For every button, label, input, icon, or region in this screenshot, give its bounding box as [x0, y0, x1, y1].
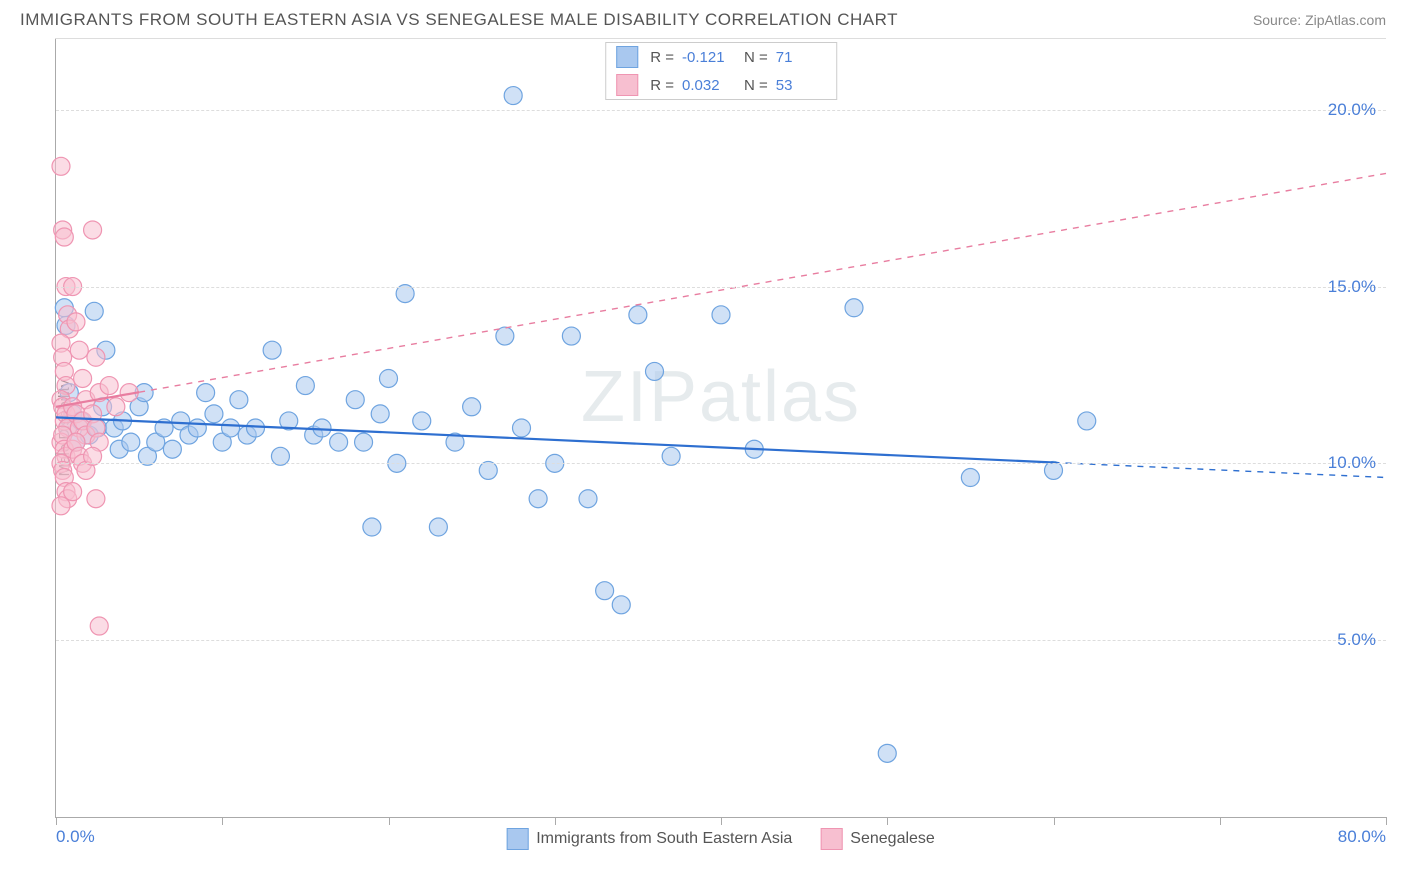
x-tick — [389, 817, 390, 825]
gridline — [56, 110, 1386, 111]
source-attribution: Source: ZipAtlas.com — [1253, 12, 1386, 28]
x-tick-label: 0.0% — [56, 827, 95, 847]
data-point — [596, 582, 614, 600]
data-point — [712, 306, 730, 324]
x-tick — [721, 817, 722, 825]
data-point — [222, 419, 240, 437]
chart-title: IMMIGRANTS FROM SOUTH EASTERN ASIA VS SE… — [20, 10, 898, 30]
data-point — [513, 419, 531, 437]
data-point — [205, 405, 223, 423]
gridline — [56, 640, 1386, 641]
data-point — [122, 433, 140, 451]
plot-svg — [56, 39, 1386, 817]
x-tick-label: 80.0% — [1338, 827, 1386, 847]
y-tick-label: 5.0% — [1337, 630, 1376, 650]
x-tick — [1220, 817, 1221, 825]
data-point — [579, 490, 597, 508]
y-tick-label: 15.0% — [1328, 277, 1376, 297]
data-point — [52, 157, 70, 175]
data-point — [197, 384, 215, 402]
plot-area: Male Disability ZIPatlas R = -0.121 N = … — [55, 39, 1386, 818]
legend-label: Senegalese — [850, 830, 935, 848]
data-point — [961, 469, 979, 487]
data-point — [55, 228, 73, 246]
data-point — [346, 391, 364, 409]
gridline — [56, 463, 1386, 464]
x-tick — [222, 817, 223, 825]
data-point — [878, 744, 896, 762]
x-tick — [1386, 817, 1387, 825]
data-point — [64, 483, 82, 501]
x-tick — [555, 817, 556, 825]
legend-swatch — [616, 46, 638, 68]
gridline — [56, 287, 1386, 288]
data-point — [562, 327, 580, 345]
data-point — [629, 306, 647, 324]
y-tick-label: 20.0% — [1328, 100, 1376, 120]
data-point — [371, 405, 389, 423]
legend-swatch — [616, 74, 638, 96]
data-point — [85, 302, 103, 320]
data-point — [70, 341, 88, 359]
data-point — [87, 490, 105, 508]
data-point — [188, 419, 206, 437]
data-point — [230, 391, 248, 409]
legend-item: Immigrants from South Eastern Asia — [506, 828, 792, 850]
data-point — [163, 440, 181, 458]
data-point — [529, 490, 547, 508]
legend-row: R = 0.032 N = 53 — [606, 71, 836, 99]
legend-n-label: N = — [744, 49, 768, 66]
data-point — [355, 433, 373, 451]
x-tick — [1054, 817, 1055, 825]
legend-r-value: -0.121 — [682, 49, 732, 66]
data-point — [429, 518, 447, 536]
y-tick-label: 10.0% — [1328, 453, 1376, 473]
data-point — [363, 518, 381, 536]
legend-n-value: 71 — [776, 49, 826, 66]
trend-line-extrapolated — [139, 173, 1386, 392]
data-point — [263, 341, 281, 359]
data-point — [463, 398, 481, 416]
data-point — [296, 377, 314, 395]
data-point — [413, 412, 431, 430]
correlation-legend: R = -0.121 N = 71 R = 0.032 N = 53 — [605, 42, 837, 100]
data-point — [87, 348, 105, 366]
legend-swatch — [506, 828, 528, 850]
data-point — [84, 221, 102, 239]
data-point — [67, 313, 85, 331]
x-tick — [56, 817, 57, 825]
data-point — [107, 398, 125, 416]
data-point — [380, 369, 398, 387]
legend-n-value: 53 — [776, 77, 826, 94]
data-point — [612, 596, 630, 614]
series-legend: Immigrants from South Eastern Asia Senega… — [506, 828, 935, 850]
data-point — [74, 369, 92, 387]
legend-r-label: R = — [650, 49, 674, 66]
legend-label: Immigrants from South Eastern Asia — [536, 830, 792, 848]
x-tick — [887, 817, 888, 825]
data-point — [100, 377, 118, 395]
legend-r-value: 0.032 — [682, 77, 732, 94]
legend-r-label: R = — [650, 77, 674, 94]
legend-swatch — [820, 828, 842, 850]
data-point — [504, 87, 522, 105]
chart-area: Male Disability ZIPatlas R = -0.121 N = … — [55, 38, 1386, 818]
legend-item: Senegalese — [820, 828, 935, 850]
data-point — [1078, 412, 1096, 430]
data-point — [247, 419, 265, 437]
data-point — [646, 362, 664, 380]
data-point — [330, 433, 348, 451]
data-point — [845, 299, 863, 317]
legend-row: R = -0.121 N = 71 — [606, 43, 836, 71]
data-point — [90, 617, 108, 635]
legend-n-label: N = — [744, 77, 768, 94]
data-point — [313, 419, 331, 437]
